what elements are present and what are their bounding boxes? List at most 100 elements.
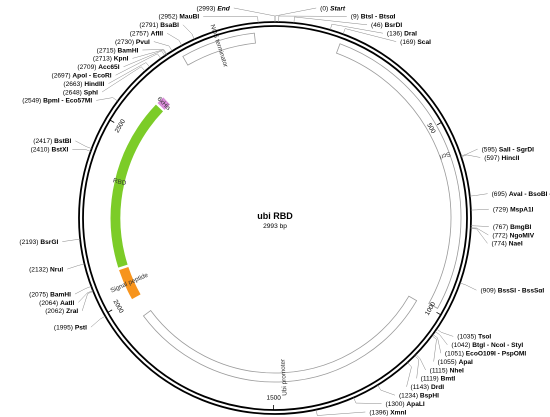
leader-drdi-19	[406, 362, 412, 387]
site-label-mspa1i-8[interactable]: (729) MspA1I	[493, 206, 534, 213]
site-label-ngomiv-10[interactable]: (772) NgoMIV	[492, 232, 534, 239]
tick-1000	[436, 311, 442, 316]
site-label-bamhi-26[interactable]: (2075) BamHI	[29, 291, 71, 298]
leader-bmgbi-9	[470, 225, 489, 227]
site-label-tsoi-13[interactable]: (1035) TsoI	[457, 334, 491, 341]
site-position: (1115)	[430, 367, 448, 374]
site-label-pvui-38[interactable]: (2730) PvuI	[115, 39, 150, 46]
leader-bsrgi-28	[62, 239, 81, 242]
site-label-bsssi-bsss-i-12[interactable]: (909) BssSI - BssSαI	[480, 287, 544, 294]
leader-bamhi-37	[142, 49, 168, 55]
site-label-bstxi-29[interactable]: (2410) BstXI	[31, 147, 69, 154]
tick-label-2500: 2500	[114, 118, 128, 134]
leader-btgi-ncoi-styi-14	[434, 331, 448, 345]
plasmid-name: ubi RBD	[257, 211, 293, 221]
site-name: ScaI	[417, 39, 431, 46]
leader-end-42	[233, 7, 276, 22]
feature-ubi-promoter[interactable]	[142, 295, 418, 383]
site-position: (2697)	[52, 73, 71, 80]
feature-6xhis[interactable]	[157, 97, 170, 110]
site-name: ZraI	[66, 308, 78, 315]
site-name: BmtI	[441, 376, 456, 383]
site-label-sali-sgrdi-5[interactable]: (595) SalI - SgrDI	[482, 146, 535, 153]
site-label-scai-4[interactable]: (169) ScaI	[400, 39, 431, 46]
site-position: (2663)	[63, 81, 82, 88]
site-label-hindiii-33[interactable]: (2663) HindIII	[63, 81, 104, 88]
leader-bsabi-40	[182, 24, 195, 40]
site-position: (1396)	[369, 409, 388, 416]
site-label-xmni-22[interactable]: (1396) XmnI	[369, 409, 406, 416]
site-name: MspA1I	[510, 206, 534, 213]
site-label-nhei-17[interactable]: (1115) NheI	[430, 367, 464, 374]
site-label-avai-bsobi-paer7i-xhoi-7[interactable]: (695) AvaI - BsoBI - PaeR7I - XhoI	[492, 191, 550, 198]
leader-kpni-36	[132, 49, 167, 59]
feature-scri[interactable]	[335, 43, 462, 309]
site-label-bsrdi-2[interactable]: (46) BsrDI	[371, 22, 402, 29]
leader-maubi-41	[203, 16, 259, 23]
site-label-aatii-25[interactable]: (2064) AatII	[39, 300, 74, 307]
site-label-drai-3[interactable]: (136) DraI	[387, 31, 417, 38]
tick-label-1500: 1500	[267, 395, 282, 402]
site-label-apoi-ecori-34[interactable]: (2697) ApoI - EcoRI	[52, 73, 112, 80]
site-name: EcoO109I - PspOMI	[466, 351, 527, 358]
site-position: (1234)	[399, 393, 418, 400]
site-name: BspHI	[420, 393, 439, 400]
leader-sali-sgrdi-5	[460, 148, 478, 157]
site-label-naei-11[interactable]: (774) NaeI	[491, 241, 522, 248]
site-label-btgi-ncoi-styi-14[interactable]: (1042) BtgI - NcoI - StyI	[451, 342, 523, 349]
feature-nos-terminator[interactable]	[182, 32, 256, 66]
site-label-bamhi-37[interactable]: (2715) BamHI	[97, 47, 139, 54]
site-name: XmnI	[390, 409, 406, 416]
site-name: HindIII	[84, 81, 104, 88]
site-label-bpmi-eco57mi-31[interactable]: (2549) BpmI - Eco57MI	[22, 98, 92, 105]
site-name: BtsI - BtsαI	[361, 14, 396, 21]
site-label-bstbi-30[interactable]: (2417) BstBI	[33, 138, 71, 145]
site-label-psti-23[interactable]: (1995) PstI	[54, 324, 87, 331]
site-position: (2417)	[33, 138, 52, 145]
site-name: AvaI - BsoBI - PaeR7I - XhoI	[509, 191, 550, 198]
site-name: NgoMIV	[510, 232, 535, 239]
site-label-apali-21[interactable]: (1300) ApaLI	[386, 401, 425, 408]
leader-naei-11	[470, 228, 488, 244]
site-label-bsabi-40[interactable]: (2791) BsaBI	[139, 22, 179, 29]
site-label-bmgbi-9[interactable]: (767) BmgBI	[493, 224, 532, 231]
leader-drai-3	[329, 23, 383, 34]
site-name: ApaLI	[406, 401, 424, 408]
leader-bmti-18	[414, 355, 420, 379]
leader-sphi-32	[101, 66, 146, 93]
site-label-bsphi-20[interactable]: (1234) BspHI	[399, 393, 439, 400]
site-label-drdi-19[interactable]: (1143) DrdI	[411, 384, 445, 391]
leader-bsssi-bsss-i-12	[459, 282, 477, 291]
site-position: (2993)	[196, 5, 215, 12]
site-position: (2713)	[93, 56, 112, 63]
site-label-apai-16[interactable]: (1055) ApaI	[438, 359, 473, 366]
site-name: PstI	[75, 324, 87, 331]
site-label-ecoo109i-pspomi-15[interactable]: (1051) EcoO109I - PspOMI	[445, 351, 527, 358]
feature-label-rbd: RBD	[112, 177, 127, 187]
feature-rbd[interactable]	[110, 104, 164, 268]
site-label-nrui-27[interactable]: (2132) NruI	[29, 266, 63, 273]
site-label-acc65i-35[interactable]: (2709) Acc65I	[77, 64, 119, 71]
site-label-bmti-18[interactable]: (1119) BmtI	[421, 376, 456, 383]
site-label-kpni-36[interactable]: (2713) KpnI	[93, 56, 129, 63]
site-position: (1143)	[411, 384, 430, 391]
site-label-afiii-39[interactable]: (2757) AfIII	[130, 31, 164, 38]
site-label-sphi-32[interactable]: (2648) SphI	[63, 89, 98, 96]
site-label-btsi-bts-i-1[interactable]: (9) BtsI - BtsαI	[351, 14, 396, 21]
site-label-hincii-6[interactable]: (597) HincII	[484, 155, 519, 162]
site-label-maubi-41[interactable]: (2952) MauBI	[159, 14, 200, 21]
leader-hincii-6	[461, 154, 481, 158]
site-name: ApaI	[459, 359, 473, 366]
site-label-zrai-24[interactable]: (2062) ZraI	[45, 308, 78, 315]
site-position: (1051)	[445, 351, 464, 358]
site-position: (1995)	[54, 324, 73, 331]
site-label-bsrgi-28[interactable]: (2193) BsrGI	[19, 239, 58, 246]
site-label-end-42[interactable]: (2993) End	[196, 5, 230, 12]
site-position: (2709)	[77, 64, 96, 71]
leader-bstbi-30	[75, 140, 92, 149]
site-label-start-0[interactable]: (0) Start	[320, 5, 346, 12]
feature-signal-peptide[interactable]	[119, 266, 141, 300]
leader-ecoo109i-pspomi-15	[432, 334, 442, 354]
